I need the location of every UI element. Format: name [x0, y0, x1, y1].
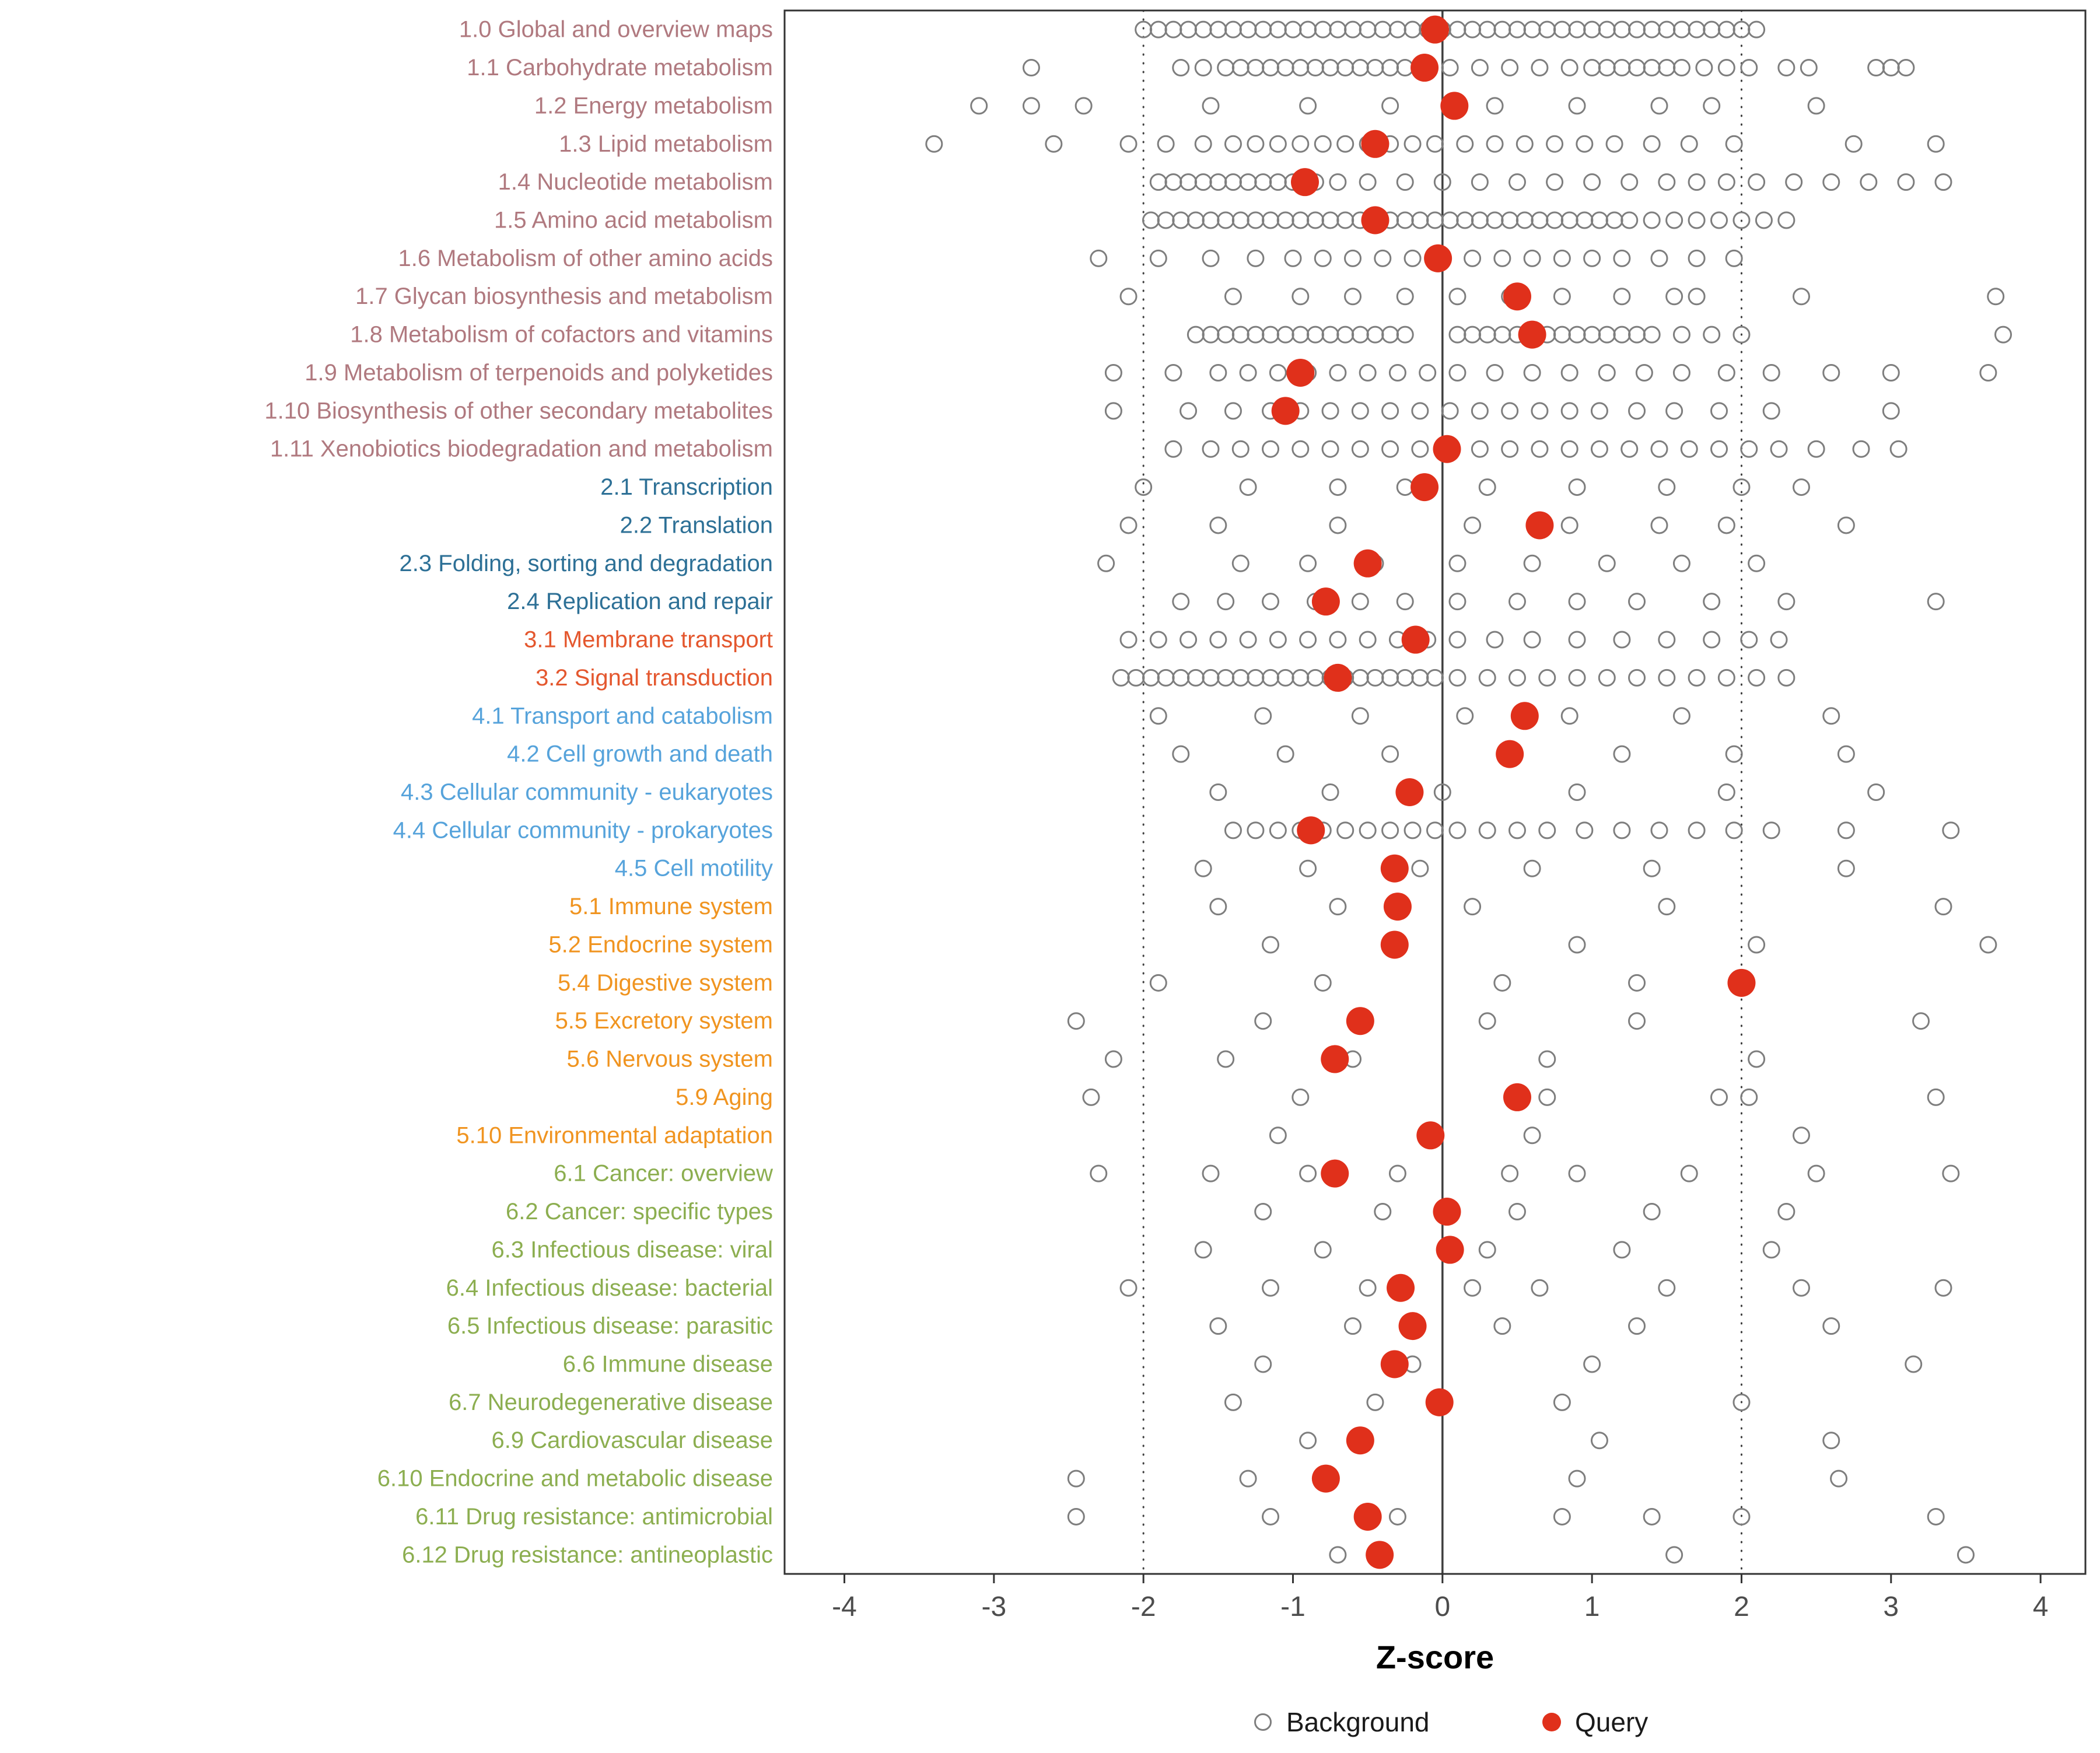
svg-text:2: 2 [1734, 1591, 1749, 1622]
svg-text:6.10 Endocrine and metabolic d: 6.10 Endocrine and metabolic disease [377, 1466, 773, 1492]
legend: Background Query [1254, 1707, 1648, 1737]
query-points [1271, 15, 1756, 1569]
legend-background-swatch [1254, 1713, 1272, 1731]
svg-text:3: 3 [1883, 1591, 1899, 1622]
svg-text:5.5 Excretory system: 5.5 Excretory system [555, 1008, 773, 1034]
svg-text:6.4 Infectious disease: bacter: 6.4 Infectious disease: bacterial [446, 1275, 773, 1301]
svg-text:1.3 Lipid metabolism: 1.3 Lipid metabolism [559, 131, 773, 157]
svg-text:1.1 Carbohydrate metabolism: 1.1 Carbohydrate metabolism [467, 55, 773, 81]
svg-text:4: 4 [2033, 1591, 2049, 1622]
svg-text:-4: -4 [832, 1591, 857, 1622]
legend-background-label: Background [1286, 1707, 1430, 1737]
svg-text:4.2 Cell growth and death: 4.2 Cell growth and death [507, 741, 773, 767]
svg-text:4.3 Cellular community - eukar: 4.3 Cellular community - eukaryotes [401, 779, 773, 805]
svg-text:4.1 Transport and catabolism: 4.1 Transport and catabolism [472, 703, 773, 729]
svg-text:5.10 Environmental adaptation: 5.10 Environmental adaptation [456, 1122, 773, 1148]
svg-text:1.2 Energy metabolism: 1.2 Energy metabolism [534, 93, 773, 118]
panel-border [783, 9, 2087, 1575]
svg-text:4.5 Cell motility: 4.5 Cell motility [615, 856, 773, 881]
svg-text:1.0 Global and overview maps: 1.0 Global and overview maps [459, 17, 773, 43]
svg-text:1: 1 [1584, 1591, 1600, 1622]
reference-lines [1142, 9, 1742, 1575]
svg-text:6.6 Immune disease: 6.6 Immune disease [563, 1351, 773, 1377]
svg-text:3.2 Signal transduction: 3.2 Signal transduction [536, 665, 773, 691]
svg-text:3.1 Membrane transport: 3.1 Membrane transport [524, 627, 773, 653]
svg-text:5.2 Endocrine system: 5.2 Endocrine system [548, 932, 773, 957]
svg-text:5.6 Nervous system: 5.6 Nervous system [567, 1047, 773, 1072]
svg-text:2.2 Translation: 2.2 Translation [620, 512, 773, 538]
svg-text:1.6 Metabolism of other amino: 1.6 Metabolism of other amino acids [398, 246, 773, 271]
svg-text:1.8 Metabolism of cofactors an: 1.8 Metabolism of cofactors and vitamins [350, 322, 773, 348]
svg-text:6.1 Cancer: overview: 6.1 Cancer: overview [554, 1161, 773, 1187]
legend-query-swatch [1542, 1713, 1561, 1731]
legend-query-label: Query [1575, 1707, 1648, 1737]
svg-text:2.4 Replication and repair: 2.4 Replication and repair [507, 589, 773, 614]
svg-text:0: 0 [1434, 1591, 1450, 1622]
svg-text:1.7 Glycan biosynthesis and me: 1.7 Glycan biosynthesis and metabolism [355, 284, 773, 309]
svg-text:-3: -3 [982, 1591, 1007, 1622]
svg-text:-1: -1 [1280, 1591, 1306, 1622]
y-axis-labels: 1.0 Global and overview maps 1.1 Carbohyd… [264, 17, 773, 1568]
svg-text:6.12 Drug resistance: antineop: 6.12 Drug resistance: antineoplastic [402, 1542, 773, 1567]
svg-text:6.3 Infectious disease: viral: 6.3 Infectious disease: viral [492, 1237, 773, 1262]
svg-text:1.9 Metabolism of terpenoids a: 1.9 Metabolism of terpenoids and polyket… [304, 360, 773, 386]
svg-text:1.10 Biosynthesis of other sec: 1.10 Biosynthesis of other secondary met… [264, 398, 773, 424]
svg-text:-2: -2 [1131, 1591, 1156, 1622]
svg-text:2.3 Folding, sorting and degra: 2.3 Folding, sorting and degradation [400, 551, 773, 576]
svg-text:1.5 Amino acid metabolism: 1.5 Amino acid metabolism [494, 208, 773, 233]
svg-text:5.1 Immune system: 5.1 Immune system [569, 894, 773, 919]
svg-text:6.5 Infectious disease: parasi: 6.5 Infectious disease: parasitic [447, 1313, 773, 1339]
x-axis-ticks: -4 -3 -2 -1 0 1 2 3 4 [832, 1574, 2048, 1622]
svg-text:1.11 Xenobiotics biodegradatio: 1.11 Xenobiotics biodegradation and meta… [270, 436, 773, 462]
svg-text:6.9 Cardiovascular disease: 6.9 Cardiovascular disease [492, 1427, 773, 1453]
x-axis-title: Z-score [1376, 1639, 1494, 1675]
svg-text:5.4 Digestive system: 5.4 Digestive system [558, 970, 773, 996]
svg-text:5.9 Aging: 5.9 Aging [676, 1084, 773, 1110]
svg-text:6.11 Drug resistance: antimicr: 6.11 Drug resistance: antimicrobial [415, 1504, 773, 1530]
svg-text:4.4 Cellular community - proka: 4.4 Cellular community - prokaryotes [393, 817, 773, 843]
svg-text:2.1 Transcription: 2.1 Transcription [600, 474, 773, 500]
svg-text:1.4 Nucleotide metabolism: 1.4 Nucleotide metabolism [498, 169, 773, 195]
background-points [925, 20, 2013, 1564]
svg-text:6.7 Neurodegenerative disease: 6.7 Neurodegenerative disease [449, 1390, 773, 1415]
svg-text:6.2 Cancer: specific types: 6.2 Cancer: specific types [506, 1199, 773, 1224]
